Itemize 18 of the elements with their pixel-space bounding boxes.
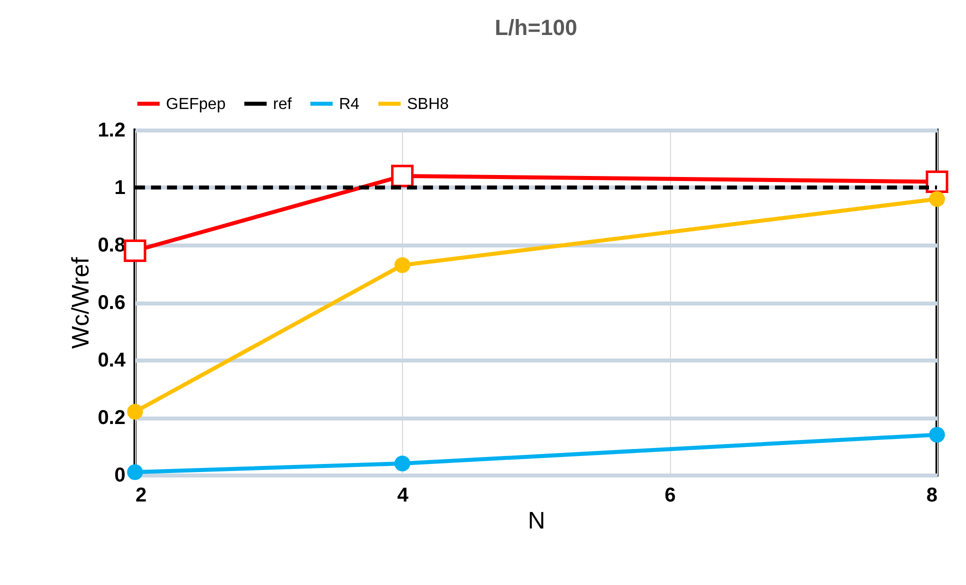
y-tick-label: 1.2 (98, 120, 126, 142)
y-tick-label: 0.6 (98, 292, 126, 314)
chart-title: L/h=100 (494, 15, 578, 40)
x-axis-title: N (528, 508, 546, 534)
x-tick-label: 4 (397, 484, 410, 506)
legend-label: GEFpep (166, 96, 226, 113)
x-tick-label: 6 (664, 484, 676, 506)
legend-label: R4 (339, 96, 360, 113)
legend-label: SBH8 (407, 96, 449, 113)
y-tick-label: 0 (114, 464, 126, 486)
y-axis-title: Wc/Wref (68, 256, 95, 349)
legend-label: ref (273, 96, 292, 113)
x-tick-label: 8 (926, 484, 938, 506)
y-tick-label: 0.4 (98, 350, 126, 372)
y-tick-label: 1 (114, 177, 126, 199)
x-tick-label: 2 (136, 484, 147, 506)
y-tick-label: 0.2 (98, 407, 126, 429)
y-tick-label: 0.8 (98, 234, 126, 256)
